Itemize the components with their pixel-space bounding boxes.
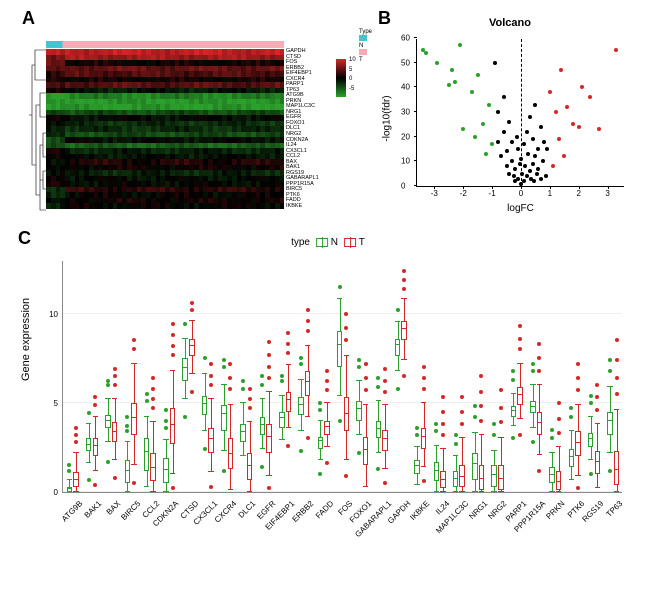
n-swatch (359, 35, 367, 41)
type-annotation-bar (46, 41, 284, 48)
heatmap-grid (46, 49, 284, 215)
heatmap-panel: GAPDHCTSDFOSERBB2EIF4EBP1CXCR4PARP1TP63A… (28, 15, 328, 215)
volcano-xlabel: logFC (507, 203, 534, 214)
boxplot-panel: type N T Gene expression 0510ATG9BBAK1BA… (18, 255, 638, 605)
volcano-title: Volcano (489, 17, 531, 29)
dendrogram-icon (28, 45, 46, 215)
volcano-plot: logFC -log10(fdr) -3-2-10123010203040506… (416, 39, 624, 187)
colorbar: 1050-5 (336, 59, 381, 97)
volcano-ylabel: -log10(fdr) (382, 95, 393, 141)
legend-n-box (316, 238, 328, 247)
boxplot-legend: type N T (291, 237, 365, 248)
heatmap-gene-labels: GAPDHCTSDFOSERBB2EIF4EBP1CXCR4PARP1TP63A… (286, 49, 319, 209)
legend-t-box (344, 238, 356, 247)
panel-c-label: C (18, 228, 31, 249)
t-swatch (359, 49, 367, 55)
boxplot-plot-area (62, 261, 622, 493)
volcano-panel: Volcano logFC -log10(fdr) -3-2-101230102… (380, 15, 640, 215)
boxplot-ylabel: Gene expression (20, 298, 32, 381)
